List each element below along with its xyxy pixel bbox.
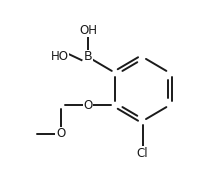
Text: O: O (56, 127, 65, 140)
Text: Cl: Cl (137, 147, 148, 160)
Text: O: O (83, 99, 92, 112)
Text: B: B (84, 50, 92, 63)
Text: HO: HO (51, 50, 69, 63)
Text: OH: OH (79, 24, 97, 37)
